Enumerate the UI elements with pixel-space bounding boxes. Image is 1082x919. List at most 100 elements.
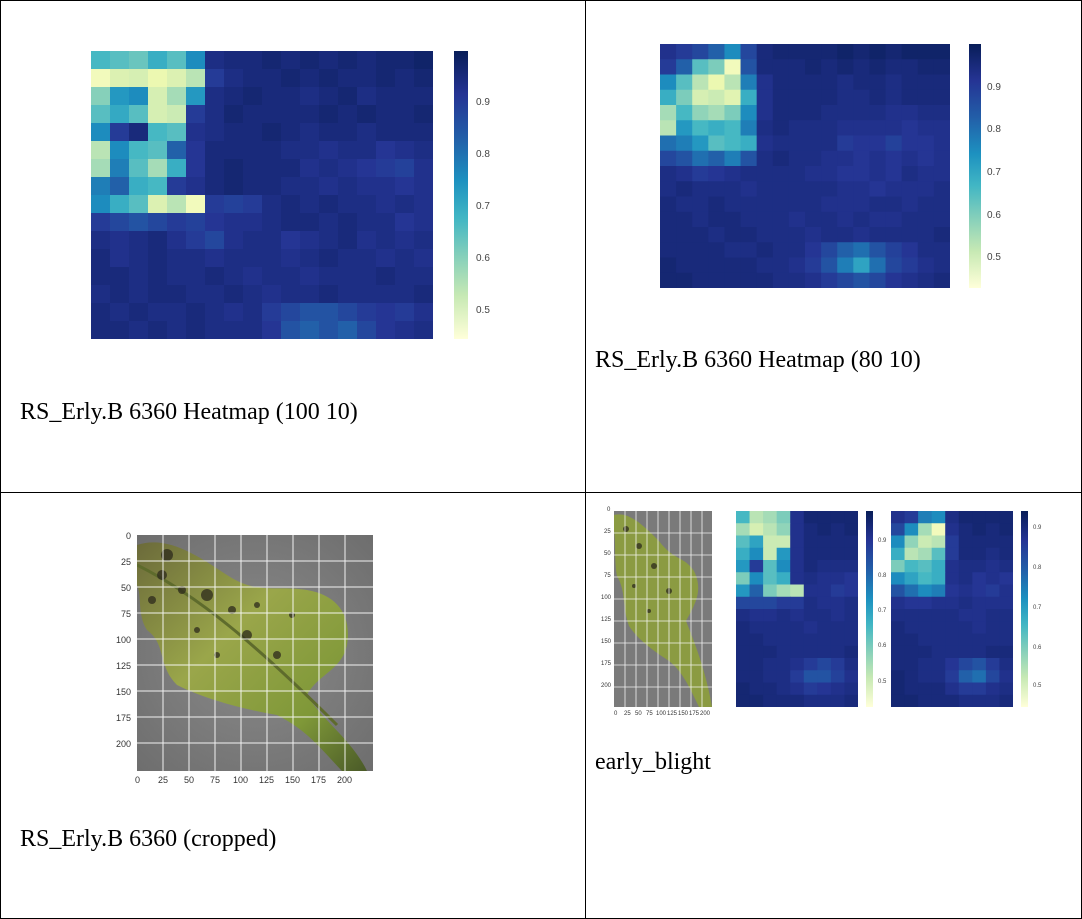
heatmap-cell (853, 166, 870, 182)
heatmap-cell (931, 682, 946, 696)
heatmap-cell (205, 231, 225, 250)
heatmap-cell (788, 166, 806, 182)
heatmap-cell (803, 596, 818, 610)
heatmap-cell (790, 547, 805, 561)
heatmap-cell (756, 242, 774, 258)
heatmap-cell (319, 285, 339, 304)
heatmap-cell (853, 242, 870, 258)
heatmap-cell (776, 658, 791, 671)
heatmap-cell (945, 658, 960, 671)
heatmap-cell (933, 150, 950, 167)
heatmap-cell (776, 596, 791, 610)
heatmap-cell (708, 242, 725, 258)
heatmap-cell (676, 89, 693, 106)
caption-bottom-left: RS_Erly.B 6360 (cropped) (20, 826, 277, 852)
heatmap-cell (338, 231, 358, 250)
heatmap-cell (844, 596, 858, 610)
heatmap-cell (167, 123, 187, 142)
heatmap-cell (837, 166, 854, 182)
table-divider-horizontal (0, 492, 1082, 493)
heatmap-cell (817, 572, 832, 585)
heatmap-cell (985, 547, 1000, 561)
heatmap-cell (772, 89, 790, 106)
heatmap-cell (805, 105, 822, 121)
heatmap-cell (933, 242, 950, 258)
heatmap-cell (414, 141, 433, 160)
heatmap-cell (885, 196, 903, 213)
heatmap-cell (414, 213, 433, 232)
heatmap-cell (805, 196, 822, 213)
heatmap-cell (167, 69, 187, 88)
heatmap-cell (414, 105, 433, 124)
heatmap-cell (148, 285, 168, 304)
heatmap-cell (262, 123, 282, 142)
heatmap-cell (918, 658, 933, 671)
heatmap-cell (357, 267, 377, 286)
heatmap-cell (376, 141, 396, 160)
colorbar-tick: 0.8 (878, 573, 887, 579)
heatmap-cell (931, 511, 946, 524)
heatmap-cell (837, 120, 854, 136)
heatmap-cell (740, 227, 758, 243)
heatmap-cell (931, 609, 946, 622)
heatmap-cell (788, 181, 806, 197)
y-tick: 200 (601, 683, 612, 689)
heatmap-cell (414, 177, 433, 196)
y-tick: 150 (116, 687, 132, 697)
heatmap-cell (376, 69, 396, 88)
heatmap-cell (830, 633, 845, 647)
heatmap-cell (901, 227, 919, 243)
heatmap-cell (205, 141, 225, 160)
heatmap-cell (844, 547, 858, 561)
heatmap-cell (933, 181, 950, 197)
heatmap-cell (740, 74, 758, 91)
heatmap-cell (186, 51, 206, 70)
heatmap-cell (395, 177, 415, 196)
heatmap-cell (357, 69, 377, 88)
heatmap-cell (740, 166, 758, 182)
heatmap-cell (243, 51, 263, 70)
heatmap-cell (708, 44, 725, 60)
heatmap-cell (110, 69, 130, 88)
heatmap-cell (830, 511, 845, 524)
heatmap-cell (972, 670, 987, 683)
heatmap-cell (999, 645, 1013, 659)
heatmap-cell (772, 74, 790, 91)
heatmap-cell (853, 89, 870, 106)
heatmap-cell (805, 120, 822, 136)
heatmap-cell (790, 584, 805, 598)
heatmap-cell (319, 123, 339, 142)
colorbar-tick: 0.5 (1033, 683, 1042, 689)
heatmap-cell (262, 51, 282, 70)
heatmap-cell (243, 231, 263, 250)
heatmap-cell (830, 584, 845, 598)
heatmap-cell (904, 523, 919, 536)
heatmap-cell (985, 584, 1000, 598)
heatmap-cell (788, 59, 806, 75)
heatmap-cell (772, 257, 790, 274)
heatmap-cell (281, 105, 301, 124)
heatmap-cell (805, 211, 822, 228)
heatmap-cell (708, 211, 725, 228)
heatmap-cell (167, 141, 187, 160)
heatmap-cell (853, 211, 870, 228)
heatmap-cell (692, 59, 709, 75)
heatmap-cell (763, 547, 778, 561)
heatmap-cell (933, 120, 950, 136)
heatmap-cell (917, 135, 935, 152)
heatmap-cell (736, 694, 751, 707)
heatmap-cell (790, 645, 805, 659)
heatmap-cell (901, 150, 919, 167)
heatmap-cell (692, 135, 709, 152)
heatmap-cell (931, 670, 946, 683)
heatmap-cell (740, 150, 758, 167)
x-tick: 200 (337, 775, 353, 785)
heatmap-cell (414, 267, 433, 286)
heatmap-cell (763, 523, 778, 536)
heatmap-cell (772, 150, 790, 167)
heatmap-cell (148, 123, 168, 142)
heatmap-cell (972, 596, 987, 610)
heatmap-cell (414, 321, 433, 339)
heatmap-cell (129, 177, 149, 196)
heatmap-cell (790, 670, 805, 683)
